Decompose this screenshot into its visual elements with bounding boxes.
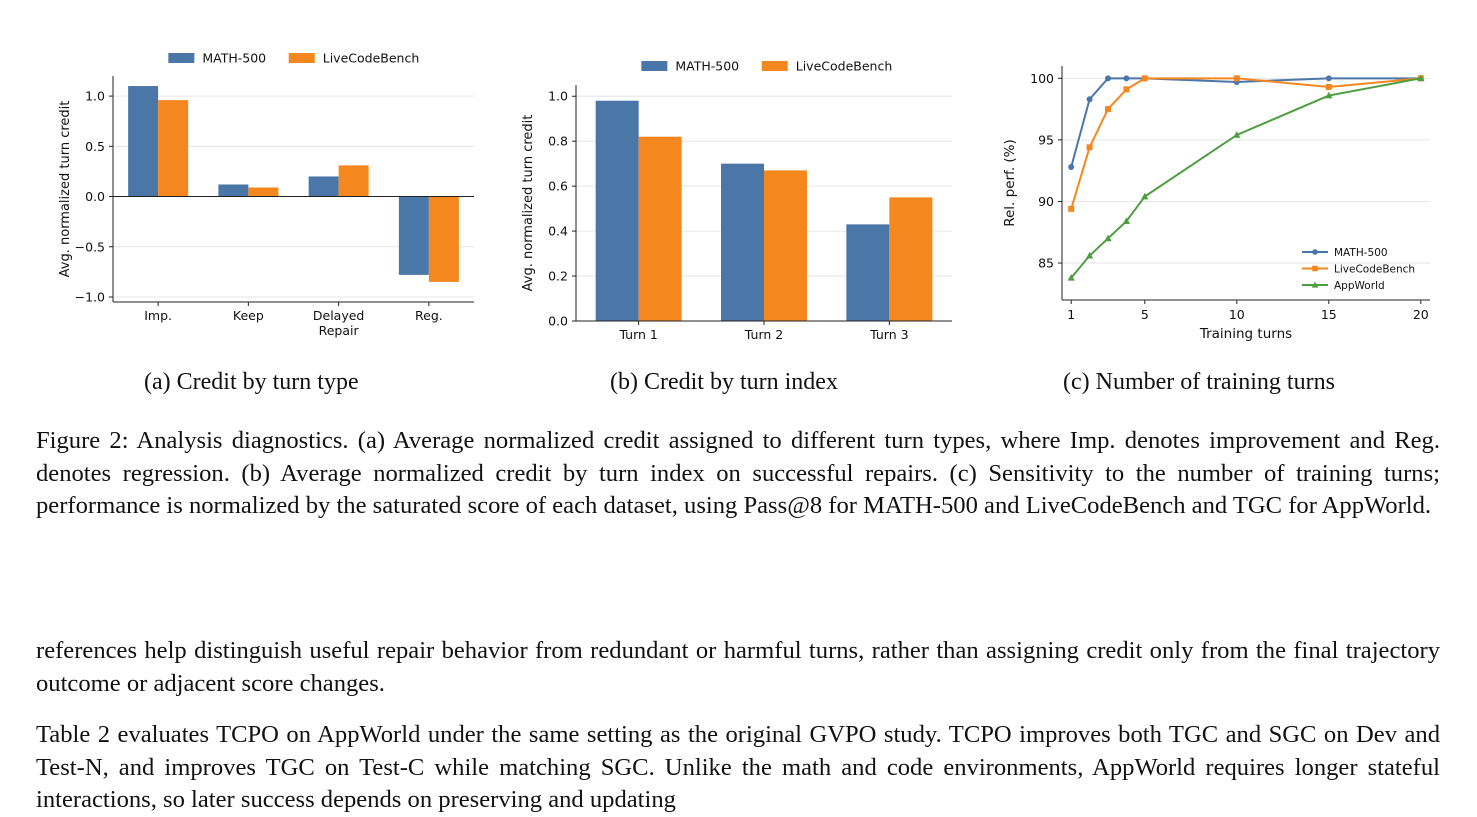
point-appworld-20 — [1417, 74, 1425, 82]
subcaption-a: (a) Credit by turn type — [144, 369, 359, 395]
point-appworld-4 — [1122, 217, 1130, 224]
bar-livecodebench-turn-1 — [638, 136, 682, 321]
ytick-label: 1.0 — [548, 89, 568, 104]
point-appworld-1 — [1067, 274, 1075, 281]
subcaption-c: (c) Number of training turns — [1063, 369, 1335, 395]
xtick-label-imp: Imp. — [144, 308, 172, 323]
legend-swatch-math-500 — [168, 53, 195, 63]
bar-math-500-delayed-repair — [308, 176, 339, 197]
xtick-label: 15 — [1321, 307, 1337, 322]
legend-label-livecodebench: LiveCodeBench — [796, 59, 893, 74]
series-line-livecodebench — [1070, 77, 1421, 210]
ytick-label: 0.4 — [548, 224, 568, 239]
xtick-label: 10 — [1229, 307, 1245, 322]
ytick-label: 0.0 — [85, 189, 105, 204]
legend-marker-math-500 — [1312, 249, 1318, 255]
ytick-label: 0.8 — [548, 134, 568, 149]
bar-livecodebench-turn-3 — [889, 197, 933, 321]
y-axis-label: Rel. perf. (%) — [1002, 139, 1018, 227]
bar-livecodebench-delayed-repair — [338, 165, 369, 197]
point-math-500-2 — [1086, 96, 1093, 103]
bar-livecodebench-reg — [428, 196, 459, 282]
legend-label-livecodebench: LiveCodeBench — [1334, 263, 1415, 275]
bar-math-500-keep — [218, 184, 249, 197]
point-math-500-1 — [1068, 163, 1075, 170]
legend: MATH-500 LiveCodeBench AppWorld — [1302, 247, 1415, 292]
point-math-500-15 — [1325, 75, 1332, 82]
xtick-label-turn-2: Turn 2 — [744, 327, 783, 342]
legend-label-math-500: MATH-500 — [675, 59, 739, 74]
point-livecodebench-3 — [1105, 106, 1111, 113]
legend-swatch-math-500 — [641, 61, 668, 71]
bar-livecodebench-keep — [248, 187, 279, 197]
figure-caption: Figure 2: Analysis diagnostics. (a) Aver… — [36, 427, 1440, 519]
ytick-label: 85 — [1038, 256, 1054, 271]
y-axis-label: Avg. normalized turn credit — [58, 101, 73, 278]
ytick-label: 0.2 — [548, 269, 568, 284]
legend-swatch-livecodebench — [761, 61, 788, 71]
xtick-label-delayed: Delayed — [313, 308, 364, 323]
point-livecodebench-2 — [1086, 144, 1093, 151]
bar-math-500-turn-3 — [846, 224, 890, 321]
series-line-appworld — [1070, 77, 1421, 279]
legend-swatch-livecodebench — [288, 53, 315, 63]
bar-math-500-reg — [398, 196, 429, 275]
point-livecodebench-15 — [1325, 83, 1332, 90]
legend-marker-livecodebench — [1312, 265, 1318, 272]
xtick-label: 5 — [1141, 307, 1149, 322]
bar-math-500-turn-2 — [721, 163, 764, 321]
xtick-label-turn-1: Turn 1 — [618, 327, 657, 342]
chart-credit-by-turn-index: 0.0 0.2 0.4 0.6 0.8 1.0 Turn 1 Turn 2 Turn 3 Avg.… — [521, 59, 952, 342]
legend-marker-appworld — [1311, 281, 1319, 288]
legend-label-math-500: MATH-500 — [202, 51, 266, 66]
ytick-label: 0.0 — [548, 314, 568, 329]
y-axis-label: Avg. normalized turn credit — [521, 115, 536, 292]
ytick-label: 0.5 — [85, 139, 105, 154]
point-math-500-4 — [1123, 75, 1130, 82]
ytick-label: 100 — [1030, 71, 1054, 86]
legend: MATH-500 LiveCodeBench — [641, 59, 892, 74]
bar-math-500-turn-1 — [595, 100, 639, 321]
point-appworld-3 — [1104, 234, 1112, 242]
xtick-label-repair: Repair — [319, 323, 360, 338]
ytick-label: 95 — [1038, 132, 1054, 147]
bar-livecodebench-turn-2 — [764, 170, 807, 321]
xtick-label-keep: Keep — [233, 308, 264, 323]
ytick-label: 0.6 — [548, 179, 568, 194]
bar-livecodebench-imp — [158, 100, 189, 197]
xtick-label: 20 — [1413, 307, 1429, 322]
body-paragraph-1: references help distinguish useful repai… — [36, 637, 1440, 697]
point-livecodebench-4 — [1123, 86, 1130, 93]
series-line-math-500 — [1070, 77, 1421, 168]
point-appworld-2 — [1086, 251, 1094, 259]
ytick-label: 1.0 — [85, 89, 105, 104]
xtick-label: 1 — [1067, 307, 1075, 322]
point-livecodebench-1 — [1068, 205, 1075, 212]
bar-math-500-imp — [128, 86, 159, 197]
ytick-label: −1.0 — [75, 289, 105, 304]
point-math-500-3 — [1105, 75, 1111, 82]
point-appworld-5 — [1141, 192, 1149, 200]
point-livecodebench-10 — [1233, 75, 1240, 82]
ytick-label: −0.5 — [75, 239, 105, 254]
x-axis-label: Training turns — [1199, 326, 1292, 342]
point-livecodebench-5 — [1141, 75, 1148, 82]
xtick-label-reg: Reg. — [415, 308, 443, 323]
point-appworld-10 — [1233, 131, 1241, 138]
subcaption-b: (b) Credit by turn index — [610, 369, 838, 395]
legend: MATH-500 LiveCodeBench — [168, 51, 419, 66]
ytick-label: 90 — [1038, 194, 1054, 209]
legend-label-math-500: MATH-500 — [1334, 247, 1388, 259]
legend-label-livecodebench: LiveCodeBench — [323, 51, 420, 66]
point-appworld-15 — [1325, 91, 1333, 99]
xtick-label-turn-3: Turn 3 — [869, 327, 908, 342]
legend-label-appworld: AppWorld — [1334, 280, 1385, 292]
body-paragraph-2: Table 2 evaluates TCPO on AppWorld under… — [36, 721, 1440, 813]
